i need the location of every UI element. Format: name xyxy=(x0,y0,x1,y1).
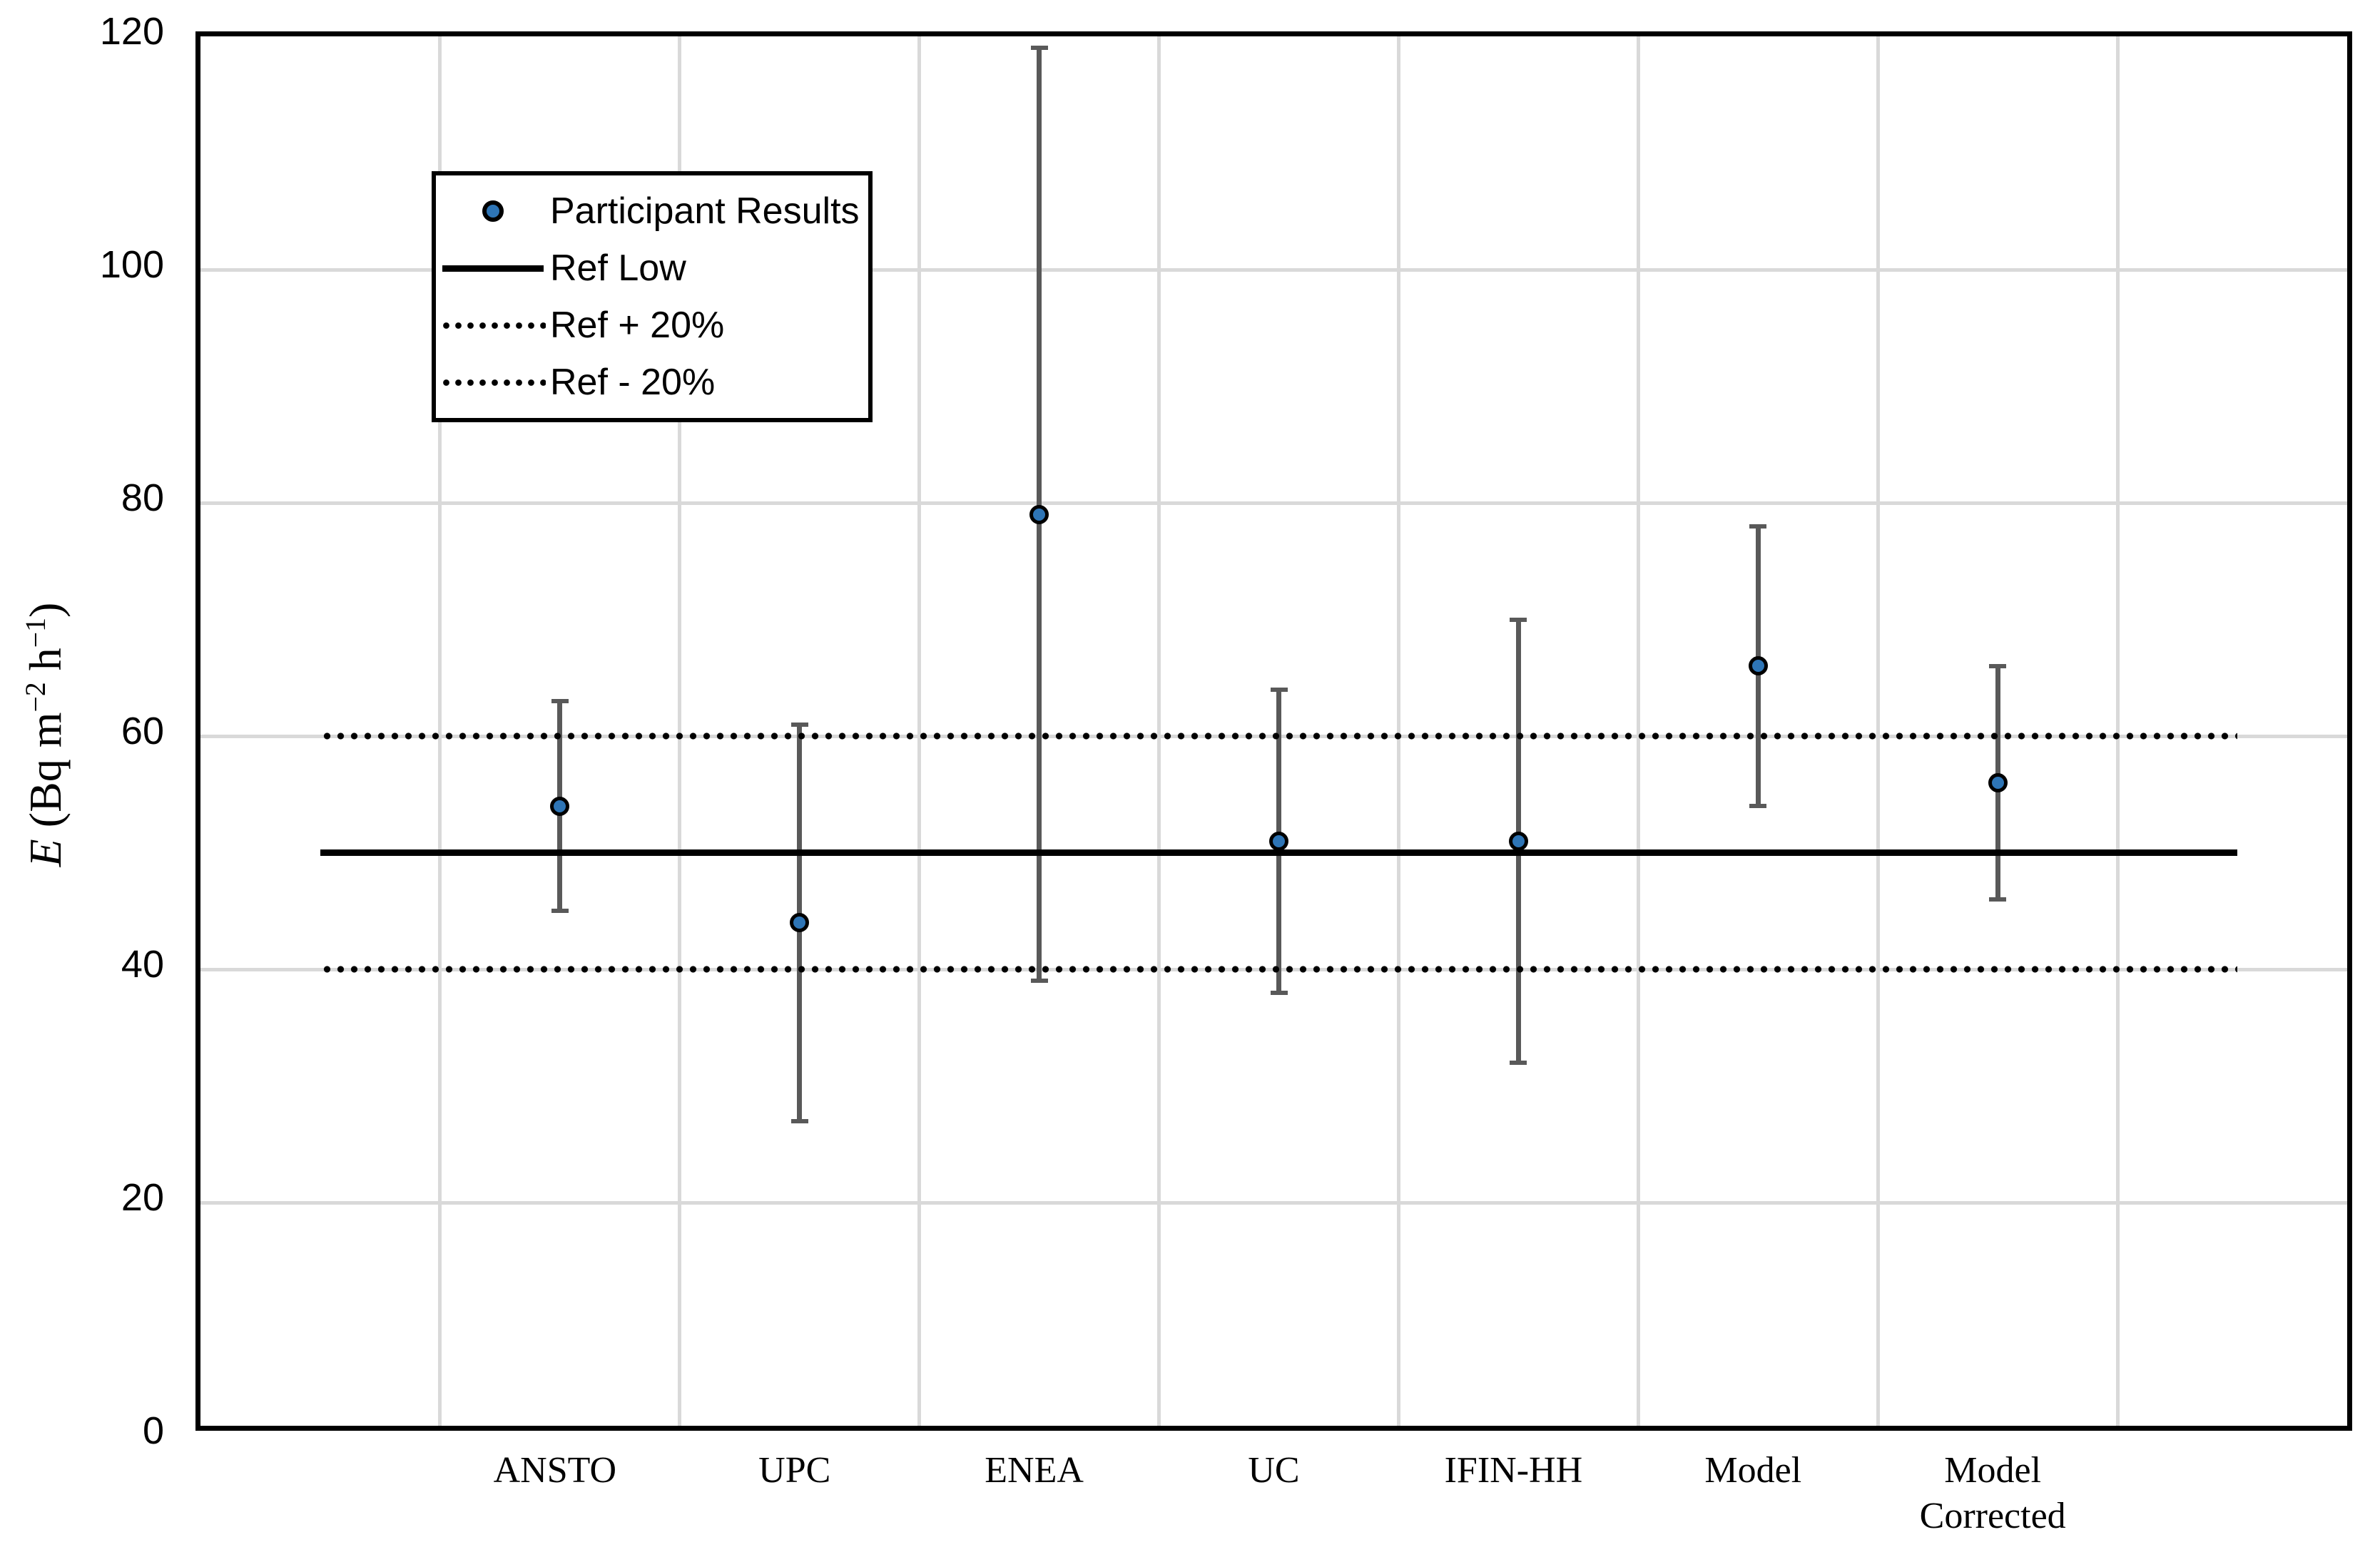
error-bar-cap xyxy=(1749,804,1767,809)
data-point-marker xyxy=(1748,656,1768,676)
vertical-gridline xyxy=(1636,36,1640,1426)
x-axis-category-label: ANSTO xyxy=(493,1450,617,1491)
participant-marker-icon xyxy=(482,200,504,222)
vertical-gridline xyxy=(917,36,922,1426)
vertical-gridline xyxy=(2115,36,2120,1426)
error-bar-cap xyxy=(551,698,569,703)
data-point-marker xyxy=(1988,772,2008,792)
data-point-marker xyxy=(1269,831,1288,851)
ref-plus-20-line xyxy=(320,732,2238,740)
vertical-gridline xyxy=(678,36,682,1426)
ref-low-line xyxy=(320,849,2238,856)
horizontal-gridline xyxy=(200,267,2347,272)
y-axis-tick-label: 0 xyxy=(142,1409,164,1452)
x-axis-category-label: Model xyxy=(1704,1450,1802,1491)
legend-item-participant-results: Participant Results xyxy=(436,183,868,239)
error-bar-cap xyxy=(790,1118,808,1123)
y-axis-tick-label: 120 xyxy=(99,10,164,53)
x-axis-category-label: UPC xyxy=(758,1450,831,1491)
vertical-gridline xyxy=(1396,36,1400,1426)
legend-item-ref-plus-20: Ref + 20% xyxy=(436,297,868,353)
vertical-gridline xyxy=(1876,36,1880,1426)
legend: Participant Results Ref Low Ref + 20% Re… xyxy=(432,171,873,422)
error-bar-cap xyxy=(1749,524,1767,529)
x-axis-category-label: ENEA xyxy=(985,1450,1084,1491)
vertical-gridline xyxy=(438,36,442,1426)
y-axis-tick-label: 100 xyxy=(99,243,164,286)
legend-label: Ref + 20% xyxy=(550,305,725,346)
x-axis-category-label: Model Corrected xyxy=(1919,1450,2066,1536)
error-bar-cap xyxy=(1270,687,1288,692)
ref-plus-20-line-icon xyxy=(440,322,546,329)
legend-label: Ref Low xyxy=(550,247,686,289)
legend-item-ref-low: Ref Low xyxy=(436,240,868,296)
error-bar-cap xyxy=(1270,990,1288,995)
y-axis-tick-label: 20 xyxy=(121,1176,164,1219)
y-axis-title-symbol: E xyxy=(20,839,71,867)
error-bar-cap xyxy=(1510,1060,1527,1065)
horizontal-gridline xyxy=(200,1200,2347,1205)
y-axis-tick-label: 60 xyxy=(121,710,164,752)
y-axis-tick-label: 80 xyxy=(121,476,164,519)
error-bar-cap xyxy=(790,722,808,727)
error-bar-cap xyxy=(1989,897,2007,902)
legend-label: Ref - 20% xyxy=(550,362,716,403)
data-point-marker xyxy=(790,913,810,933)
error-bar-cap xyxy=(1510,617,1527,622)
data-point-marker xyxy=(1508,831,1528,851)
legend-item-ref-minus-20: Ref - 20% xyxy=(436,354,868,410)
error-bar-cap xyxy=(1030,46,1048,51)
vertical-gridline xyxy=(1157,36,1161,1426)
y-axis-tick-label: 40 xyxy=(121,943,164,986)
data-point-marker xyxy=(550,796,570,816)
ref-low-line-icon xyxy=(442,265,544,272)
legend-label: Participant Results xyxy=(550,190,860,232)
data-point-marker xyxy=(1029,504,1049,524)
error-bar-cap xyxy=(1030,979,1048,984)
error-bar-cap xyxy=(1989,663,2007,668)
horizontal-gridline xyxy=(200,501,2347,505)
ref-minus-20-line xyxy=(320,966,2238,973)
x-axis-category-label: IFIN-HH xyxy=(1444,1450,1583,1491)
ref-minus-20-line-icon xyxy=(440,379,546,386)
error-bar-cap xyxy=(551,909,569,914)
x-axis-category-label: UC xyxy=(1248,1450,1300,1491)
